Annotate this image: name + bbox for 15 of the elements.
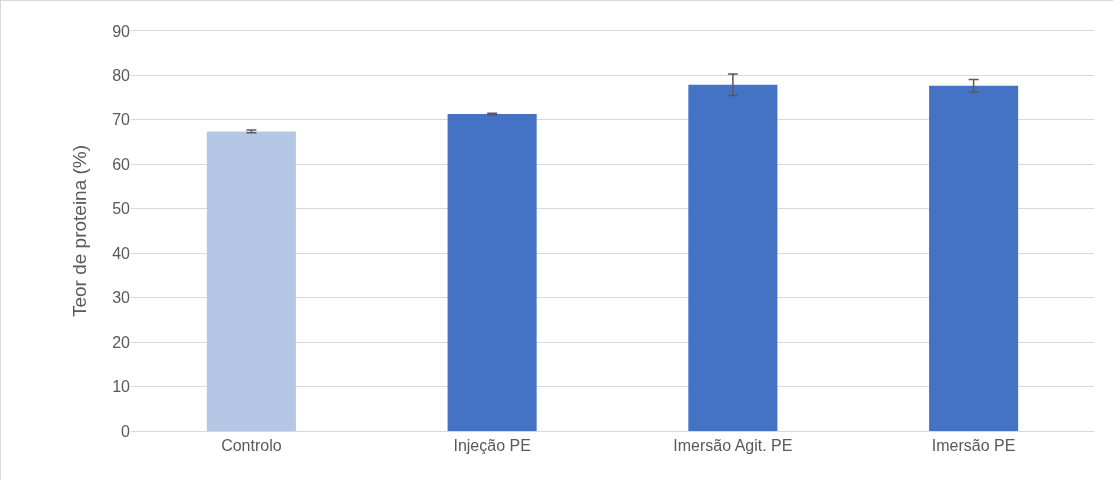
x-tick-label: Imersão Agit. PE <box>673 437 793 455</box>
y-tick-label: 80 <box>112 67 131 85</box>
x-tick-label: Controlo <box>221 437 282 455</box>
y-tick-label: 40 <box>112 244 131 262</box>
y-tick-label: 0 <box>121 422 131 440</box>
y-axis-title: Teor de proteina (%) <box>69 144 91 318</box>
y-tick-label: 50 <box>112 200 131 218</box>
x-tick-label: Injeção PE <box>453 437 531 455</box>
y-tick-label: 90 <box>112 22 131 40</box>
y-tick-label: 60 <box>112 155 131 173</box>
y-tick-label: 20 <box>112 333 131 351</box>
y-tick-label: 70 <box>112 111 131 129</box>
y-tick-label: 30 <box>112 289 131 307</box>
y-tick-label: 10 <box>112 378 131 396</box>
x-tick-label: Imersão PE <box>931 437 1016 455</box>
